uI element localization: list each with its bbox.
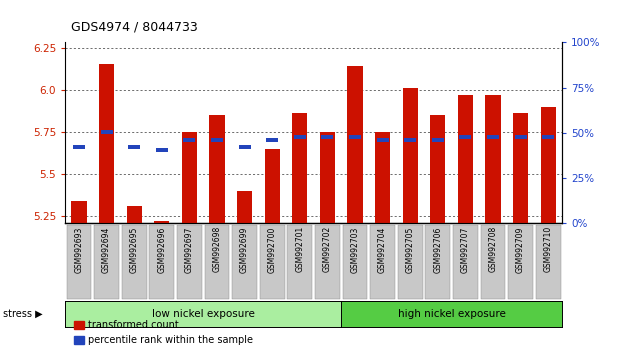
Bar [294, 135, 306, 139]
FancyBboxPatch shape [508, 224, 533, 299]
FancyBboxPatch shape [370, 224, 395, 299]
FancyBboxPatch shape [177, 224, 202, 299]
Bar [347, 66, 363, 223]
FancyBboxPatch shape [232, 224, 257, 299]
Bar [183, 138, 196, 142]
FancyBboxPatch shape [260, 224, 284, 299]
FancyBboxPatch shape [453, 224, 478, 299]
Text: GSM992706: GSM992706 [433, 226, 442, 273]
Bar [375, 132, 390, 223]
Text: GDS4974 / 8044733: GDS4974 / 8044733 [71, 20, 198, 33]
Bar [209, 115, 225, 223]
Text: GSM992709: GSM992709 [516, 226, 525, 273]
Bar [542, 135, 555, 139]
Text: GSM992705: GSM992705 [406, 226, 415, 273]
Bar [156, 148, 168, 153]
FancyBboxPatch shape [66, 224, 91, 299]
Bar [458, 95, 473, 223]
Bar [99, 64, 114, 223]
FancyBboxPatch shape [398, 224, 423, 299]
Text: low nickel exposure: low nickel exposure [152, 309, 255, 319]
Text: GSM992704: GSM992704 [378, 226, 387, 273]
Bar [127, 206, 142, 223]
FancyBboxPatch shape [315, 224, 340, 299]
Bar [376, 138, 389, 142]
Text: GSM992700: GSM992700 [268, 226, 277, 273]
Bar [292, 113, 307, 223]
FancyBboxPatch shape [425, 224, 450, 299]
Bar [182, 132, 197, 223]
Bar [73, 145, 85, 149]
Bar [238, 145, 251, 149]
Text: GSM992694: GSM992694 [102, 226, 111, 273]
Bar [486, 95, 501, 223]
Bar [320, 132, 335, 223]
Text: high nickel exposure: high nickel exposure [397, 309, 505, 319]
Text: GSM992707: GSM992707 [461, 226, 470, 273]
Text: GSM992708: GSM992708 [489, 226, 497, 272]
Bar [237, 191, 252, 223]
Bar [432, 138, 444, 142]
FancyBboxPatch shape [481, 224, 505, 299]
Bar [487, 135, 499, 139]
FancyBboxPatch shape [204, 224, 229, 299]
Text: GSM992702: GSM992702 [323, 226, 332, 272]
Bar [404, 138, 416, 142]
Bar [128, 145, 140, 149]
Bar [154, 221, 170, 223]
FancyBboxPatch shape [150, 224, 175, 299]
Bar [430, 115, 445, 223]
Text: GSM992696: GSM992696 [157, 226, 166, 273]
Text: GSM992698: GSM992698 [212, 226, 222, 272]
Bar [460, 135, 471, 139]
Text: GSM992703: GSM992703 [350, 226, 360, 273]
Bar [265, 149, 280, 223]
FancyBboxPatch shape [288, 224, 312, 299]
Bar [515, 135, 527, 139]
Bar [402, 88, 418, 223]
FancyBboxPatch shape [536, 224, 561, 299]
Text: GSM992710: GSM992710 [544, 226, 553, 272]
Bar [321, 135, 333, 139]
Legend: transformed count, percentile rank within the sample: transformed count, percentile rank withi… [70, 316, 256, 349]
Bar [513, 113, 528, 223]
Bar [349, 135, 361, 139]
Text: GSM992697: GSM992697 [185, 226, 194, 273]
Text: GSM992695: GSM992695 [130, 226, 138, 273]
FancyBboxPatch shape [94, 224, 119, 299]
Text: GSM992693: GSM992693 [75, 226, 83, 273]
Bar [101, 130, 112, 134]
Bar [266, 138, 278, 142]
Text: stress ▶: stress ▶ [3, 309, 43, 319]
Bar [71, 201, 86, 223]
Bar [211, 138, 223, 142]
Bar [541, 107, 556, 223]
Text: GSM992701: GSM992701 [296, 226, 304, 272]
FancyBboxPatch shape [343, 224, 368, 299]
Text: GSM992699: GSM992699 [240, 226, 249, 273]
FancyBboxPatch shape [122, 224, 147, 299]
